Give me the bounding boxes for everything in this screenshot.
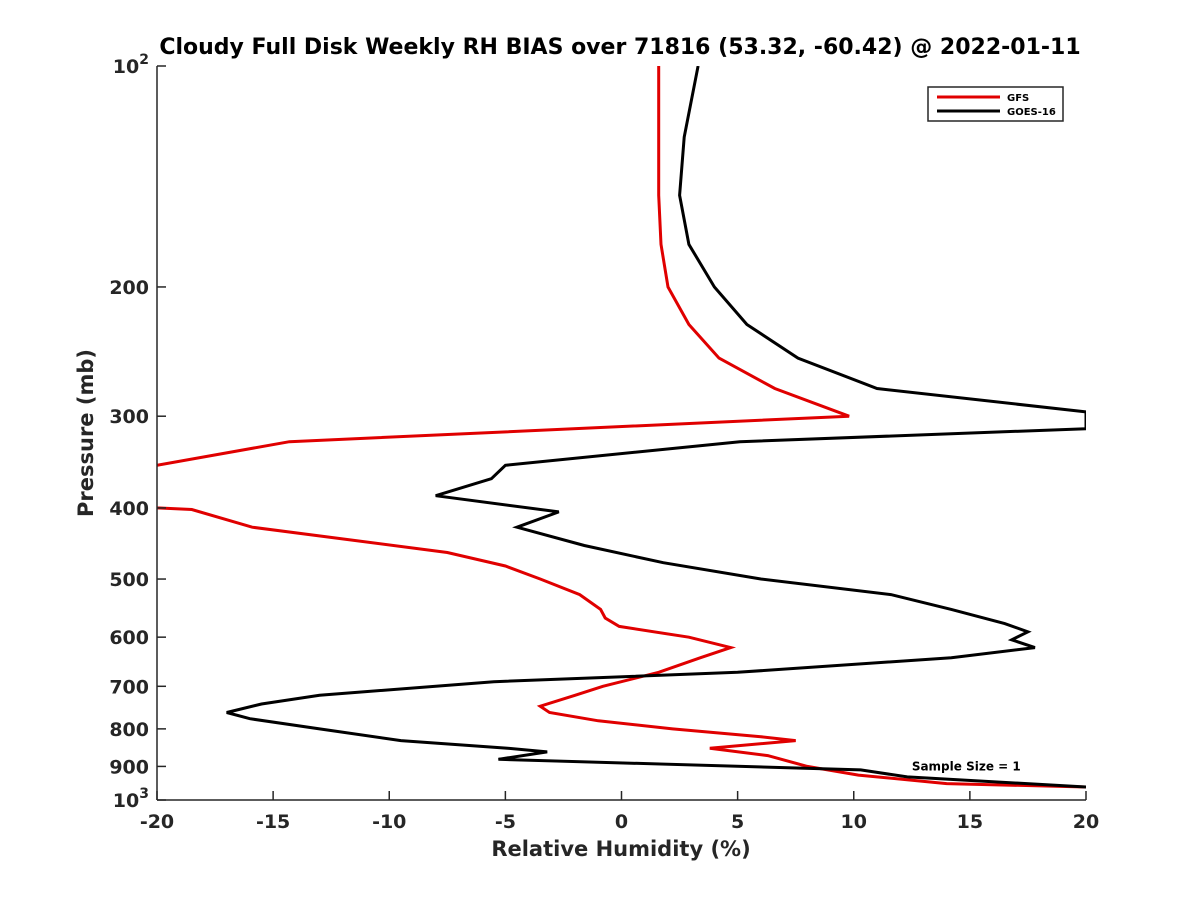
y-axis-label: Pressure (mb) [74, 349, 98, 517]
y-tick-label: 102 [113, 52, 149, 78]
x-tick-label: -10 [372, 811, 406, 833]
y-tick-label: 200 [109, 277, 149, 299]
x-tick-label: 10 [841, 811, 867, 833]
series-line-gfs [157, 66, 1086, 789]
legend-box [927, 86, 1064, 122]
y-tick-label: 300 [109, 406, 149, 428]
x-tick-label: -5 [495, 811, 516, 833]
y-tick-label: 900 [109, 756, 149, 778]
legend-gfs-label: GFS [1007, 93, 1029, 104]
x-tick-label: 0 [615, 811, 628, 833]
x-tick-label: 15 [957, 811, 983, 833]
legend-goes16-label: GOES-16 [1007, 107, 1056, 118]
y-tick-label: 700 [109, 676, 149, 698]
x-axis-label: Relative Humidity (%) [491, 837, 750, 861]
legend: GFS GOES-16 [927, 86, 1064, 122]
x-tick-label: -15 [256, 811, 290, 833]
x-tick-label: 5 [731, 811, 744, 833]
series-line-goes-16 [226, 66, 1086, 789]
y-tick-label: 500 [109, 569, 149, 591]
y-tick-label: 800 [109, 719, 149, 741]
y-tick-label: 103 [113, 786, 149, 812]
chart-title: Cloudy Full Disk Weekly RH BIAS over 718… [159, 35, 1080, 60]
y-tick-label: 400 [109, 498, 149, 520]
x-ticks: -20 -15 -10 -5 0 5 10 15 20 [140, 791, 1099, 833]
series-layer [157, 66, 1086, 789]
sample-size-annotation: Sample Size = 1 [912, 759, 1021, 773]
y-ticks: 102 200 300 400 500 600 700 800 900 103 [109, 52, 166, 812]
x-tick-label: 20 [1073, 811, 1099, 833]
y-tick-label: 600 [109, 627, 149, 649]
x-tick-label: -20 [140, 811, 174, 833]
